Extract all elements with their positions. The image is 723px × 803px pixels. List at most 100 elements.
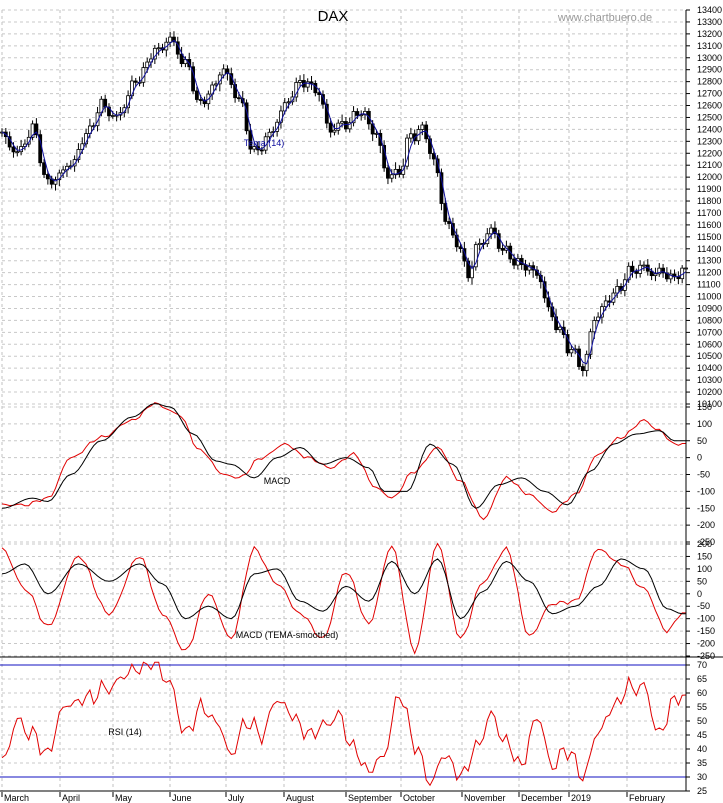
candle-body [225,68,230,75]
candle-body [172,36,176,43]
y-tick-label: 12900 [697,65,722,75]
y-tick-label: 50 [697,716,707,726]
candle-body [309,81,314,84]
x-tick-label: May [115,793,133,803]
y-tick-label: 0 [697,453,702,463]
chart-grid [1,9,686,792]
candle-body [202,99,207,105]
y-tick-label: 10600 [697,339,722,349]
tema-label: Tema (14) [244,138,285,148]
y-tick-label: 11100 [697,280,721,290]
axis-labels: March April May June July August September Octo… [0,5,723,803]
y-tick-label: -150 [697,626,715,636]
candle-body [72,159,77,167]
candle-body [110,115,115,117]
y-tick-label: 11700 [697,208,721,218]
y-tick-label: 45 [697,730,707,740]
candle-body [347,122,352,130]
y-tick-label: 11900 [697,184,721,194]
candle-body [298,80,302,83]
candle-body [546,297,551,308]
candle-body [363,110,367,116]
y-tick-label: 11400 [697,244,721,254]
y-tick-label: 70 [697,660,707,670]
candle-body [634,271,639,274]
y-tick-label: 13000 [697,53,722,63]
candle-body [496,233,501,249]
y-tick-label: -200 [697,520,715,530]
y-tick-label: 12800 [697,77,722,87]
y-tick-label: 11800 [697,196,721,206]
y-tick-label: 11000 [697,292,721,302]
y-tick-label: 40 [697,744,707,754]
candle-body [378,132,383,146]
macd-tema-panel [1,542,686,655]
macd-tema-label: MACD (TEMA-smoothed) [236,630,339,640]
y-tick-label: 12500 [697,112,722,122]
candle-body [267,131,272,138]
y-tick-label: 25 [697,786,707,796]
candle-body [676,276,681,280]
candle-body [198,99,203,101]
candle-body [557,326,562,331]
macd-panel [1,402,686,521]
y-tick-label: 65 [697,674,707,684]
candle-body [282,102,287,112]
candle-body [11,146,16,153]
candle-body [500,248,505,251]
y-tick-label: 55 [697,702,707,712]
y-tick-label: 150 [697,551,712,561]
y-tick-label: 10100 [697,399,722,409]
candle-body [286,101,291,104]
y-tick-label: 12100 [697,160,722,170]
candle-body [252,146,257,150]
y-tick-label: 12200 [697,148,722,158]
x-tick-label: 2019 [571,793,591,803]
candle-body [34,123,39,136]
candle-body [53,179,58,185]
candle-body [389,174,394,179]
candle-body [473,244,478,268]
candle-body [313,82,318,94]
candle-body [661,267,665,274]
candle-body [519,258,524,266]
y-tick-label: 10900 [697,303,722,313]
y-tick-label: 13100 [697,41,722,51]
y-tick-label: 13200 [697,29,722,39]
candle-body [642,264,646,267]
y-tick-label: 50 [697,436,707,446]
candle-body [668,273,673,280]
y-tick-label: 60 [697,688,707,698]
macd-tema-line [1,558,686,620]
candle-body [489,227,494,235]
candle-body [30,123,35,138]
watermark: www.chartbuero.de [557,12,652,24]
y-tick-label: 12600 [697,101,722,111]
y-tick-label: -100 [697,614,715,624]
candle-body [615,285,620,294]
candle-body [447,221,451,224]
y-tick-label: 50 [697,576,707,586]
candle-body [351,111,356,124]
candle-body [328,122,333,133]
candle-body [374,132,379,135]
candle-body [332,129,337,133]
y-tick-label: 100 [697,564,712,574]
y-tick-label: 10800 [697,315,722,325]
x-tick-label: April [62,793,80,803]
x-tick-label: December [521,793,563,803]
y-tick-label: 11200 [697,268,721,278]
y-tick-label: 12400 [697,124,722,134]
macd-tema-signal-line [1,542,686,655]
candle-body [340,121,344,124]
candle-body [630,265,635,272]
candle-body [305,81,310,88]
candle-body [321,94,325,105]
y-tick-label: 10200 [697,387,722,397]
candle-body [592,320,597,333]
candle-body [611,292,616,303]
tema-line [1,39,687,365]
y-tick-label: 0 [697,589,702,599]
candle-body [393,168,398,176]
candle-body [156,47,161,50]
